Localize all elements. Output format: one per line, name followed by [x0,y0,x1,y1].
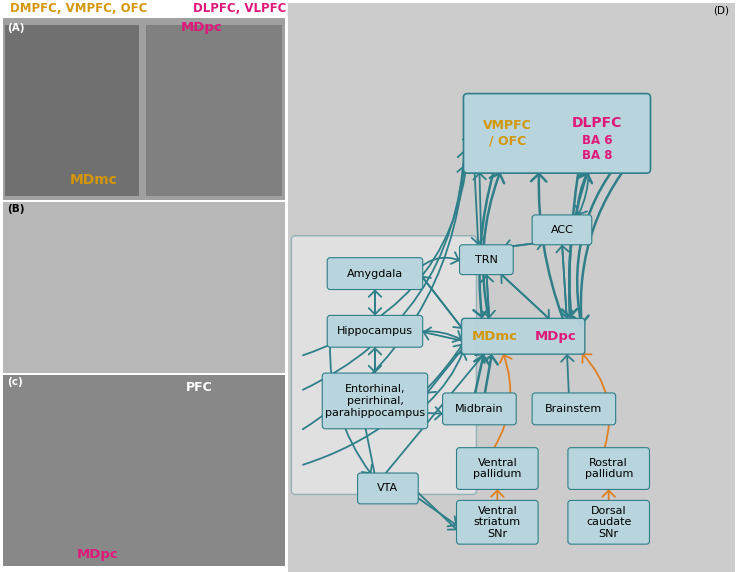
Text: Rostral
pallidum: Rostral pallidum [584,458,633,479]
FancyBboxPatch shape [291,236,476,494]
FancyBboxPatch shape [568,448,649,490]
FancyBboxPatch shape [443,393,516,425]
FancyBboxPatch shape [464,94,651,173]
Text: VMPFC
/ OFC: VMPFC / OFC [483,120,531,148]
FancyBboxPatch shape [357,473,418,504]
Text: MDmc: MDmc [69,173,117,187]
Text: Brainstem: Brainstem [545,404,603,414]
Text: BA 6
BA 8: BA 6 BA 8 [581,134,612,162]
Text: MDpc: MDpc [535,330,577,343]
Bar [3,18,285,200]
FancyBboxPatch shape [568,500,649,544]
Text: (A): (A) [7,23,24,33]
Bar [3,375,285,566]
Text: Hippocampus: Hippocampus [337,326,413,336]
Bar [5,25,139,196]
FancyBboxPatch shape [459,245,513,275]
Text: VTA: VTA [377,483,399,494]
Bar [146,25,282,196]
FancyBboxPatch shape [327,315,423,347]
Bar [3,202,285,373]
FancyBboxPatch shape [322,373,427,429]
FancyBboxPatch shape [532,215,592,245]
Text: Ventral
striatum
SNr: Ventral striatum SNr [474,506,521,539]
Text: (B): (B) [7,204,24,214]
FancyBboxPatch shape [327,258,423,289]
Bar [288,3,735,572]
Text: MDpc: MDpc [77,548,119,561]
Text: Midbrain: Midbrain [455,404,503,414]
Text: DLPFC: DLPFC [572,117,622,130]
Text: Amygdala: Amygdala [347,269,403,279]
Text: Entorhinal,
perirhinal,
parahippocampus: Entorhinal, perirhinal, parahippocampus [325,384,425,418]
Text: MDmc: MDmc [472,330,517,343]
Text: Ventral
pallidum: Ventral pallidum [473,458,522,479]
FancyBboxPatch shape [456,448,538,490]
FancyBboxPatch shape [461,319,585,354]
Text: DMPFC, VMPFC, OFC: DMPFC, VMPFC, OFC [10,2,147,15]
FancyBboxPatch shape [456,500,538,544]
Text: ACC: ACC [551,225,573,235]
FancyBboxPatch shape [532,393,615,425]
Text: Dorsal
caudate
SNr: Dorsal caudate SNr [586,506,632,539]
Text: DLPFC, VLPFC: DLPFC, VLPFC [193,2,286,15]
Text: MDpc: MDpc [181,21,223,34]
Text: PFC: PFC [186,381,213,394]
Text: (c): (c) [7,377,23,387]
Text: (D): (D) [713,5,729,15]
Text: TRN: TRN [475,255,497,265]
